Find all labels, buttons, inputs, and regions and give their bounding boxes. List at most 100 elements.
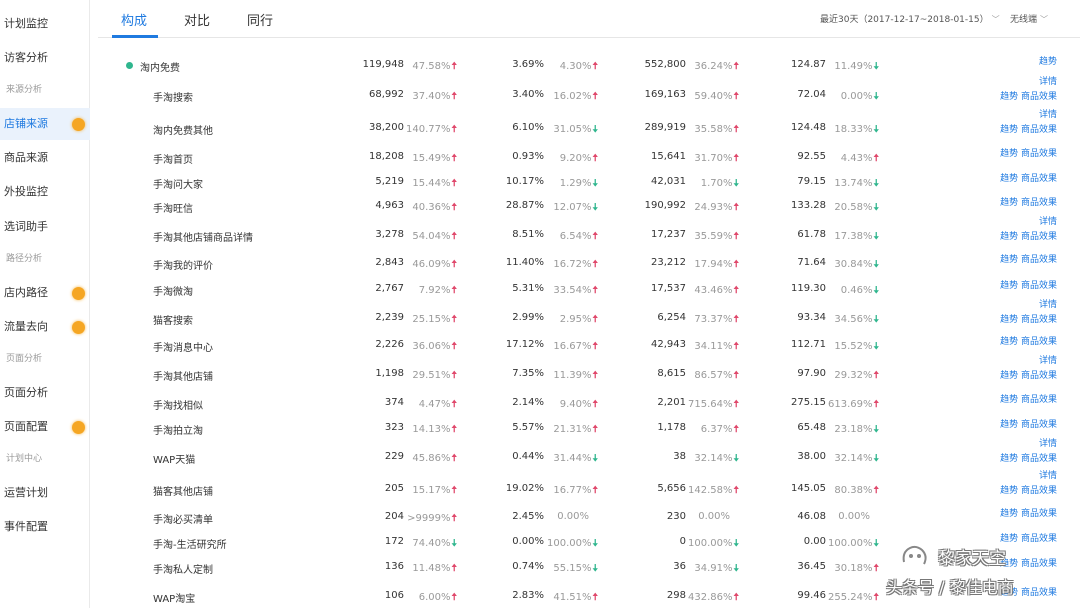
row-action-link[interactable]: 趋势 商品效果 (1000, 420, 1057, 430)
expand-dot-icon[interactable] (126, 62, 133, 69)
metric-value: 71.64 (797, 257, 826, 268)
row-action-link[interactable]: 趋势 商品效果 (1000, 454, 1057, 464)
sidebar-item[interactable]: 选词助手 (0, 211, 90, 243)
row-action-link[interactable]: 趋势 商品效果 (1000, 315, 1057, 325)
row-actions: 趋势 商品效果 (1000, 532, 1057, 547)
change-cell: 32.14%🠇 (694, 451, 739, 468)
active-tab-underline (112, 35, 158, 38)
arrow-down-icon: 🠇 (592, 538, 598, 549)
sidebar-item[interactable]: 访客分析 (0, 42, 90, 74)
change-cell: 35.59%🠅 (694, 229, 739, 246)
sidebar-item[interactable]: 店铺来源 (0, 108, 90, 140)
row-action-link[interactable]: 详情 (1038, 356, 1057, 366)
table-row: 淘内免费 119,948 47.58%🠅 3.69% 4.30%🠅 552,800 36.2… (98, 52, 1080, 78)
row-action-link[interactable]: 趋势 商品效果 (1000, 174, 1057, 184)
row-action-link[interactable]: 详情 (1038, 471, 1057, 481)
metric-value: 552,800 (644, 59, 686, 70)
metric-value: 0.00 (803, 536, 826, 547)
row-action-link[interactable]: 趋势 商品效果 (1000, 281, 1057, 291)
sidebar-item[interactable]: 事件配置 (0, 511, 90, 543)
row-action-link[interactable]: 趋势 商品效果 (1000, 92, 1057, 102)
change-cell: 34.91%🠇 (694, 561, 739, 578)
row-action-link[interactable]: 趋势 商品效果 (1000, 232, 1057, 242)
change-percent: 100.00% (547, 538, 592, 549)
arrow-down-icon: 🠇 (873, 202, 879, 213)
tab-compare[interactable]: 对比 (184, 14, 211, 29)
sidebar-item[interactable]: 外投监控 (0, 176, 90, 208)
change-cell: 100.00%🠇 (828, 536, 879, 553)
row-action-link[interactable]: 趋势 商品效果 (1000, 255, 1057, 265)
row-action-link[interactable]: 详情 (1038, 217, 1057, 227)
arrow-up-icon: 🠅 (733, 314, 739, 325)
row-action-link[interactable]: 趋势 商品效果 (1000, 337, 1057, 347)
sidebar-item[interactable]: 页面配置 (0, 411, 90, 443)
row-action-link[interactable]: 趋势 商品效果 (1000, 588, 1057, 598)
metric-value: 18,208 (369, 151, 404, 162)
row-action-link[interactable]: 趋势 商品效果 (1000, 149, 1057, 159)
tab-peers[interactable]: 同行 (247, 14, 274, 29)
change-cell: 16.77%🠅 (553, 483, 598, 500)
row-action-link[interactable]: 趋势 (1038, 57, 1057, 67)
row-action-link[interactable]: 详情 (1038, 300, 1057, 310)
chevron-down-icon: ﹀ (991, 15, 1000, 24)
row-action-link[interactable]: 趋势 商品效果 (1000, 534, 1057, 544)
sidebar-item-label: 选词助手 (4, 220, 48, 233)
row-action-link[interactable]: 趋势 商品效果 (1000, 486, 1057, 496)
sidebar-item[interactable]: 流量去向 (0, 311, 90, 343)
arrow-up-icon: 🠅 (592, 424, 598, 435)
row-action-link[interactable]: 详情 (1038, 110, 1057, 120)
arrow-up-icon: 🠅 (451, 231, 457, 242)
arrow-up-icon: 🠅 (451, 285, 457, 296)
sidebar-item[interactable]: 运营计划 (0, 477, 90, 509)
change-cell: 35.58%🠅 (694, 122, 739, 139)
change-cell: 6.00%🠅 (419, 590, 457, 607)
change-cell: 30.18%🠅 (834, 561, 879, 578)
change-cell: 14.13%🠅 (412, 422, 457, 439)
metric-value: 119,948 (362, 59, 404, 70)
row-actions: 趋势 商品效果 (1000, 418, 1057, 433)
row-action-link[interactable]: 趋势 商品效果 (1000, 198, 1057, 208)
sidebar-item[interactable]: 店内路径 (0, 277, 90, 309)
arrow-down-icon: 🠇 (873, 341, 879, 352)
device-select[interactable]: 无线端 ﹀ (1010, 12, 1048, 25)
change-cell: 715.64%🠅 (688, 397, 739, 414)
sidebar-item[interactable]: 页面分析 (0, 377, 90, 409)
tab-composition[interactable]: 构成 (121, 14, 148, 29)
date-range-select[interactable]: 最近30天（2017-12-17~2018-01-15） ﹀ (820, 12, 1000, 25)
new-badge-icon (72, 321, 85, 334)
row-action-link[interactable]: 详情 (1038, 439, 1057, 449)
change-cell: 2.95%🠅 (560, 312, 598, 329)
arrow-down-icon: 🠇 (592, 563, 598, 574)
change-percent: 1.29% (559, 178, 592, 189)
metric-value: 2.99% (512, 312, 544, 323)
metric-value: 124.87 (791, 59, 826, 70)
row-action-link[interactable]: 趋势 商品效果 (1000, 125, 1057, 135)
sidebar-item[interactable]: 商品来源 (0, 142, 90, 174)
arrow-down-icon: 🠇 (733, 538, 739, 549)
change-cell: 11.48%🠅 (412, 561, 457, 578)
change-percent: 37.40% (412, 91, 451, 102)
change-cell: 17.38%🠇 (834, 229, 879, 246)
sidebar-item-label: 来源分析 (6, 85, 43, 95)
row-action-link[interactable]: 趋势 商品效果 (1000, 371, 1057, 381)
row-action-link[interactable]: 趋势 商品效果 (1000, 509, 1057, 519)
change-cell: 100.00%🠇 (688, 536, 739, 553)
source-table: 淘内免费 119,948 47.58%🠅 3.69% 4.30%🠅 552,800 36.2… (98, 38, 1080, 608)
metric-value: 23,212 (651, 257, 686, 268)
metric-value: 5.57% (512, 422, 544, 433)
arrow-up-icon: 🠅 (592, 91, 598, 102)
arrow-up-icon: 🠅 (592, 592, 598, 603)
row-action-link[interactable]: 趋势 商品效果 (1000, 395, 1057, 405)
change-cell: 15.52%🠇 (834, 339, 879, 356)
row-actions: 趋势 商品效果 (1000, 196, 1057, 211)
sidebar-item[interactable]: 计划监控 (0, 8, 90, 40)
row-action-link[interactable]: 趋势 商品效果 (1000, 559, 1057, 569)
table-row: 猫客搜索 2,239 25.15%🠅 2.99% 2.95%🠅 6,254 73.37%🠅 9… (98, 300, 1080, 331)
row-action-link[interactable]: 详情 (1038, 77, 1057, 87)
metric-value: 204 (384, 511, 404, 522)
arrow-down-icon: 🠇 (873, 91, 879, 102)
sidebar: 计划监控 访客分析 来源分析 店铺来源 商品来源 外投监控 选词助手 路径分析 店内路径 流量去向… (0, 0, 90, 608)
row-actions: 详情趋势 商品效果 (1000, 108, 1057, 138)
change-percent: 11.39% (553, 370, 592, 381)
arrow-up-icon: 🠅 (451, 341, 457, 352)
